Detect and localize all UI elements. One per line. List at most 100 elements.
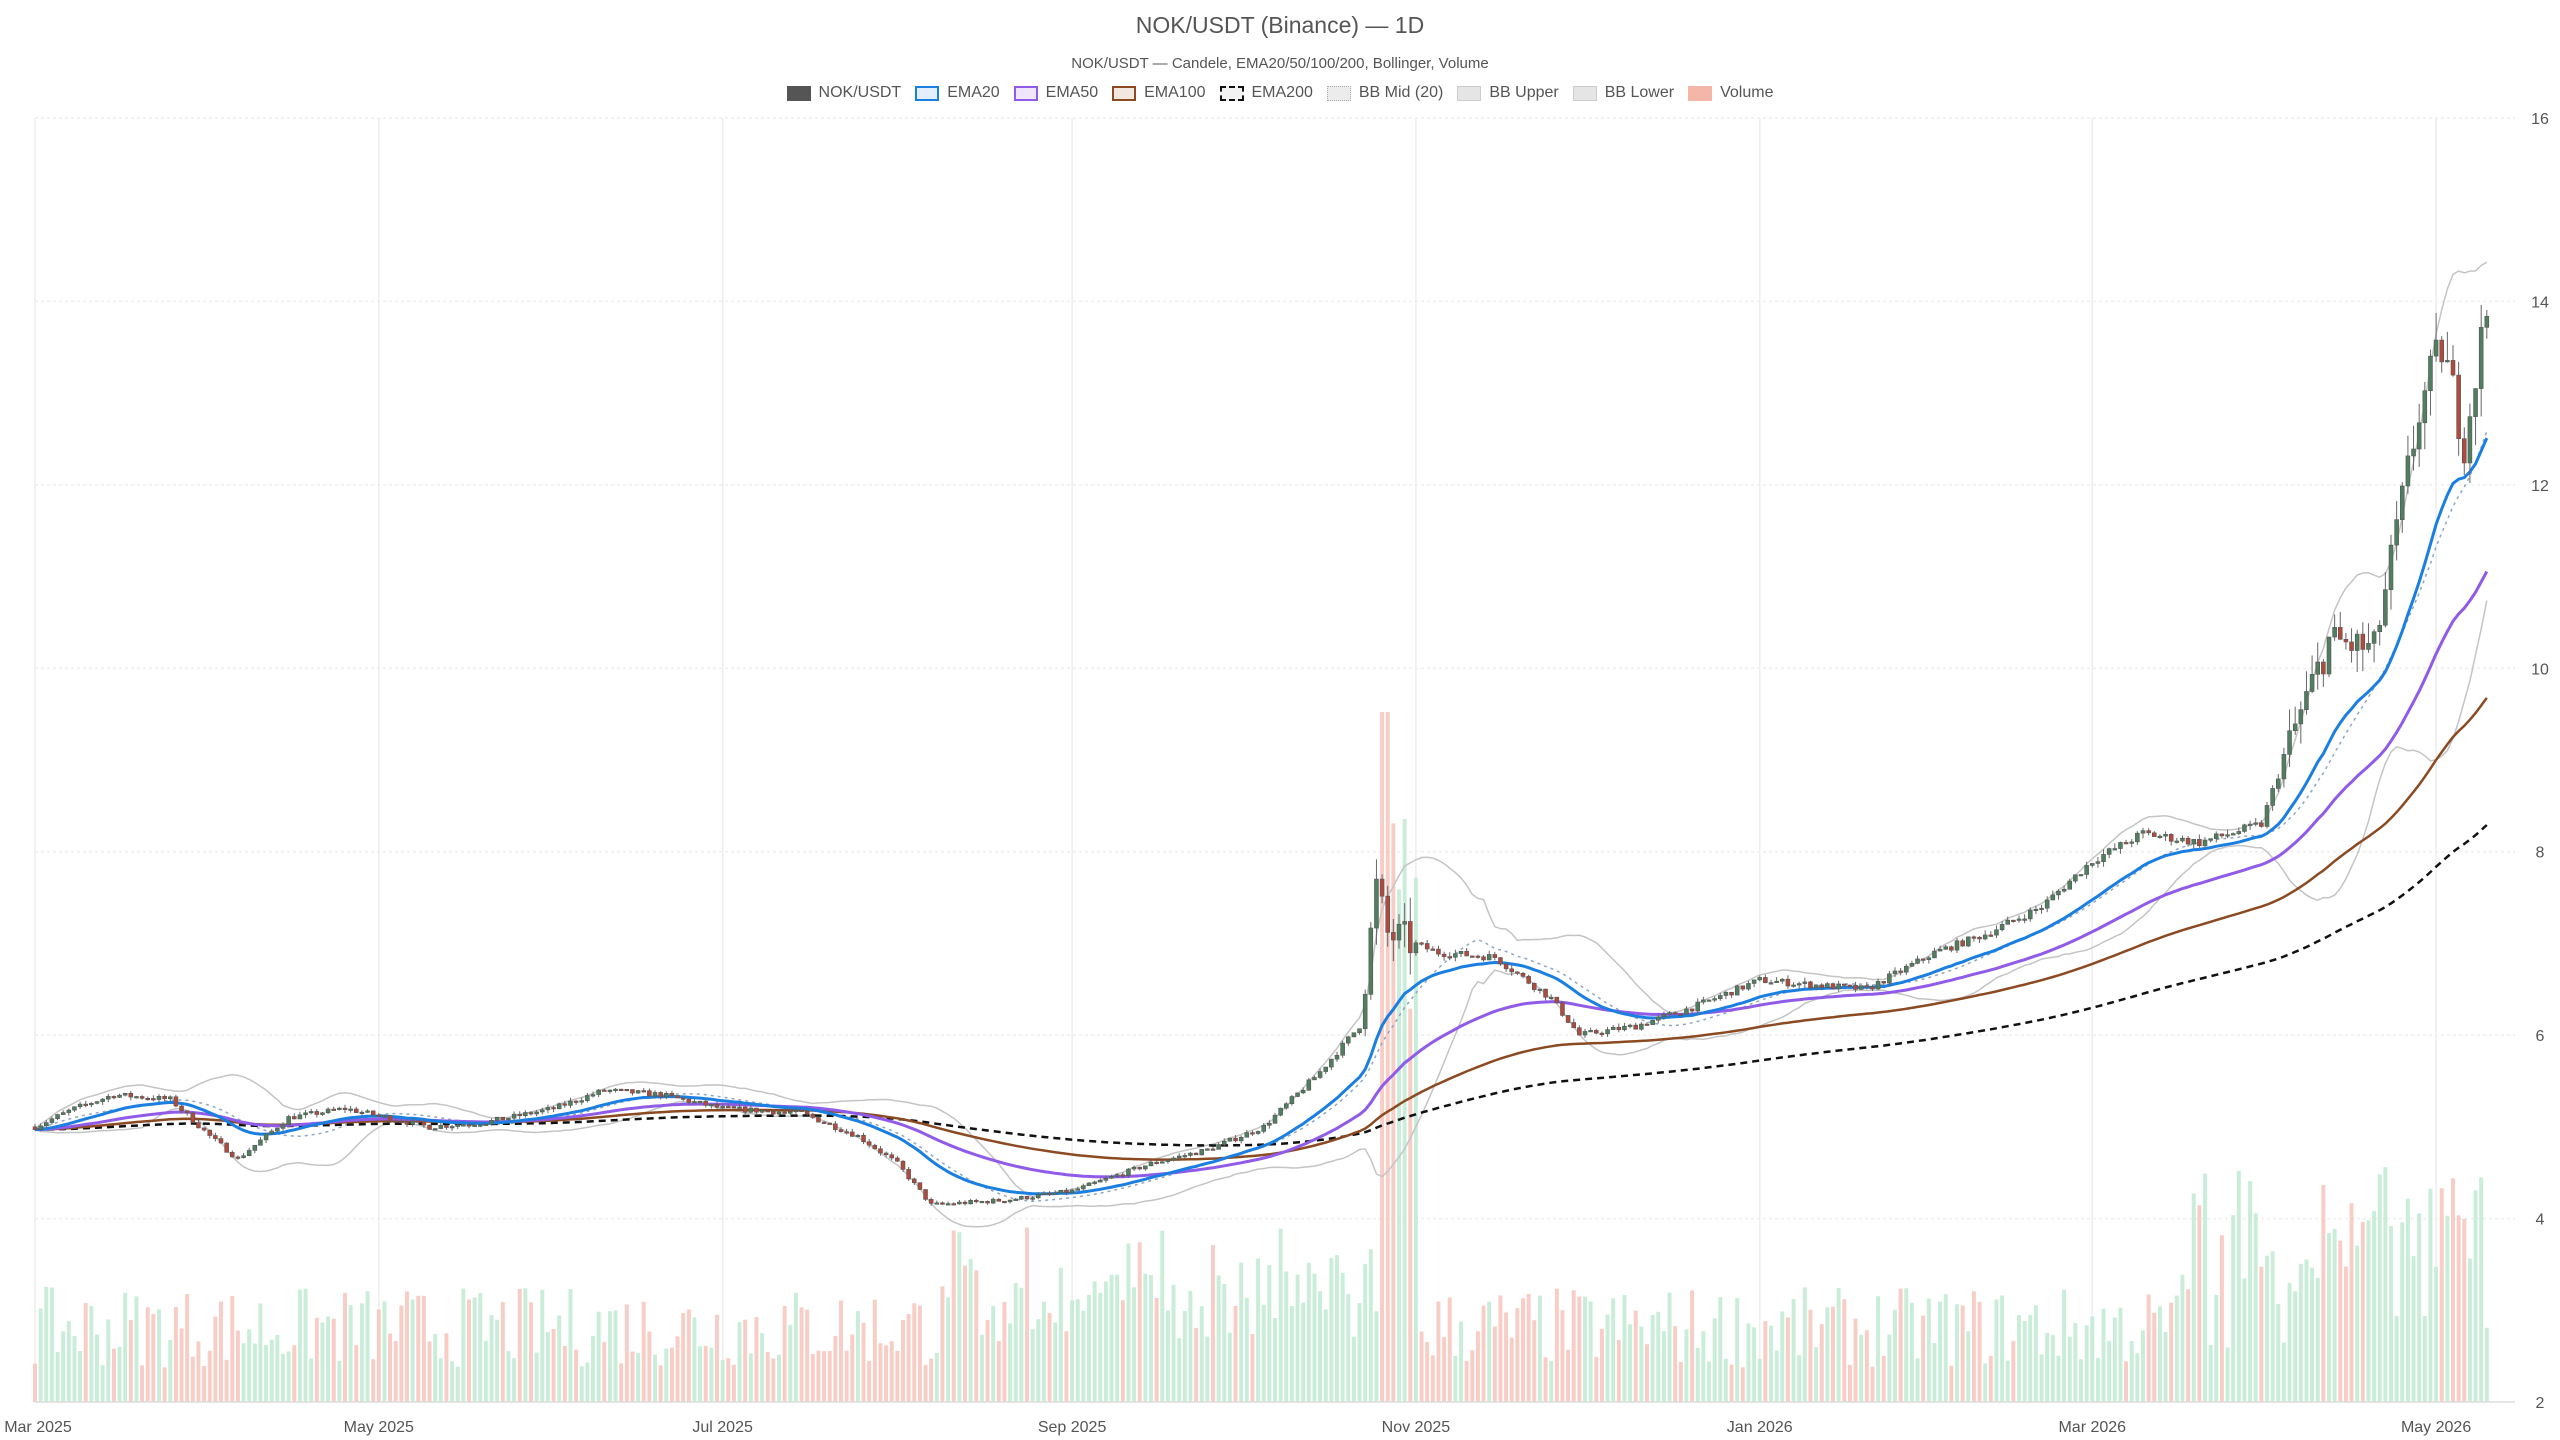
volume-bar <box>281 1353 285 1402</box>
candle-body <box>2152 832 2157 837</box>
candle-body <box>1796 983 1802 986</box>
volume-bar <box>1182 1310 1187 1402</box>
volume-bar <box>946 1297 951 1402</box>
volume-bar <box>2422 1316 2427 1402</box>
volume-bar <box>1109 1274 1114 1402</box>
volume-bar <box>393 1341 398 1402</box>
candle-body <box>314 1111 320 1115</box>
volume-bar <box>2473 1190 2478 1402</box>
candle-body <box>1819 984 1824 988</box>
volume-bar <box>2270 1251 2275 1402</box>
candle-body <box>1565 1015 1571 1023</box>
candle-body <box>861 1134 866 1143</box>
candle-body <box>827 1122 832 1125</box>
volume-bar <box>2372 1211 2377 1402</box>
legend-item[interactable]: EMA20 <box>915 84 1000 102</box>
candle-body <box>895 1157 900 1162</box>
volume-bar <box>1154 1297 1159 1402</box>
volume-bar <box>275 1334 280 1402</box>
candle-body <box>218 1138 224 1144</box>
volume-bar <box>1177 1338 1182 1402</box>
candle-body <box>1413 942 1419 954</box>
candle-body <box>2259 822 2264 827</box>
legend-item[interactable]: BB Upper <box>1457 84 1559 102</box>
volume-bar <box>461 1288 466 1402</box>
volume-bar <box>754 1317 759 1402</box>
volume-bar <box>500 1302 505 1402</box>
legend-item[interactable]: NOK/USDT <box>786 84 901 102</box>
y-tick-label: 16 <box>2531 111 2549 128</box>
x-tick-label: Jan 2026 <box>1727 1419 1793 1436</box>
volume-bar <box>2157 1306 2162 1402</box>
legend-item[interactable]: EMA200 <box>1219 84 1313 102</box>
volume-bar <box>839 1300 843 1402</box>
volume-bar <box>1442 1337 1447 1402</box>
volume-bar <box>309 1358 314 1402</box>
chart-subtitle: NOK/USDT — Candele, EMA20/50/100/200, Bo… <box>1071 55 1489 72</box>
candle-body <box>207 1129 213 1136</box>
candle-body <box>331 1108 337 1111</box>
candle-body <box>731 1106 737 1109</box>
volume-bar <box>1064 1331 1069 1402</box>
volume-bar <box>2214 1294 2219 1402</box>
legend-item[interactable]: EMA50 <box>1013 84 1098 102</box>
volume-bar <box>517 1289 522 1402</box>
volume-bar <box>1560 1310 1565 1402</box>
volume-bar <box>1926 1298 1931 1402</box>
volume-bar <box>1295 1274 1300 1402</box>
volume-bar <box>145 1307 150 1402</box>
candle-body <box>2050 894 2056 901</box>
candle-body <box>1165 1159 1171 1163</box>
volume-bar <box>641 1301 646 1402</box>
x-tick-label: May 2025 <box>344 1419 414 1436</box>
volume-bar <box>1791 1299 1796 1402</box>
volume-bar <box>2338 1240 2343 1402</box>
candle-body <box>979 1201 985 1204</box>
volume-bar <box>867 1360 872 1402</box>
volume-bar <box>534 1352 539 1402</box>
volume-bar <box>1025 1227 1029 1402</box>
candle-body <box>511 1113 517 1119</box>
legend-item[interactable]: BB Lower <box>1572 84 1674 102</box>
volume-bar <box>1188 1290 1193 1402</box>
volume-bar <box>1988 1356 1993 1402</box>
volume-bar <box>1402 819 1407 1402</box>
candle-body <box>2061 888 2067 892</box>
legend-item[interactable]: BB Mid (20) <box>1326 84 1443 102</box>
candle-body <box>2174 840 2180 843</box>
volume-bar <box>1853 1318 1858 1402</box>
candle-body <box>145 1098 151 1101</box>
candle-body <box>1780 978 1785 982</box>
candle-body <box>461 1124 466 1127</box>
candle-body <box>799 1109 804 1112</box>
volume-bar <box>1690 1290 1695 1402</box>
bollinger-bands <box>34 261 2488 1228</box>
candle-body <box>32 1126 38 1130</box>
candle-body <box>996 1198 1002 1202</box>
y-tick-label: 2 <box>2536 1395 2545 1412</box>
legend-item[interactable]: EMA100 <box>1112 84 1206 102</box>
volume-bar <box>1515 1308 1520 1402</box>
volume-bar <box>483 1340 488 1402</box>
candle-body <box>900 1160 906 1170</box>
candle-body <box>607 1089 613 1092</box>
volume-bar <box>2101 1308 2106 1402</box>
candle-body <box>2056 890 2061 896</box>
volume-bar <box>2445 1215 2450 1402</box>
candle-body <box>934 1202 940 1205</box>
volume-bar <box>241 1343 246 1402</box>
volume-bar <box>1893 1309 1897 1402</box>
legend-item[interactable]: Volume <box>1688 84 1773 102</box>
volume-bar <box>889 1341 894 1402</box>
volume-bar <box>1267 1265 1272 1402</box>
candle-body <box>1143 1165 1148 1170</box>
volume-bar <box>968 1258 973 1402</box>
volume-bar <box>1723 1358 1728 1402</box>
volume-bar <box>2231 1215 2236 1402</box>
candle-body <box>2354 633 2360 651</box>
candle-body <box>1064 1189 1069 1194</box>
volume-bar <box>1470 1350 1475 1402</box>
candle-body <box>55 1114 60 1120</box>
volume-bar <box>196 1341 201 1402</box>
volume-bar <box>314 1317 319 1402</box>
